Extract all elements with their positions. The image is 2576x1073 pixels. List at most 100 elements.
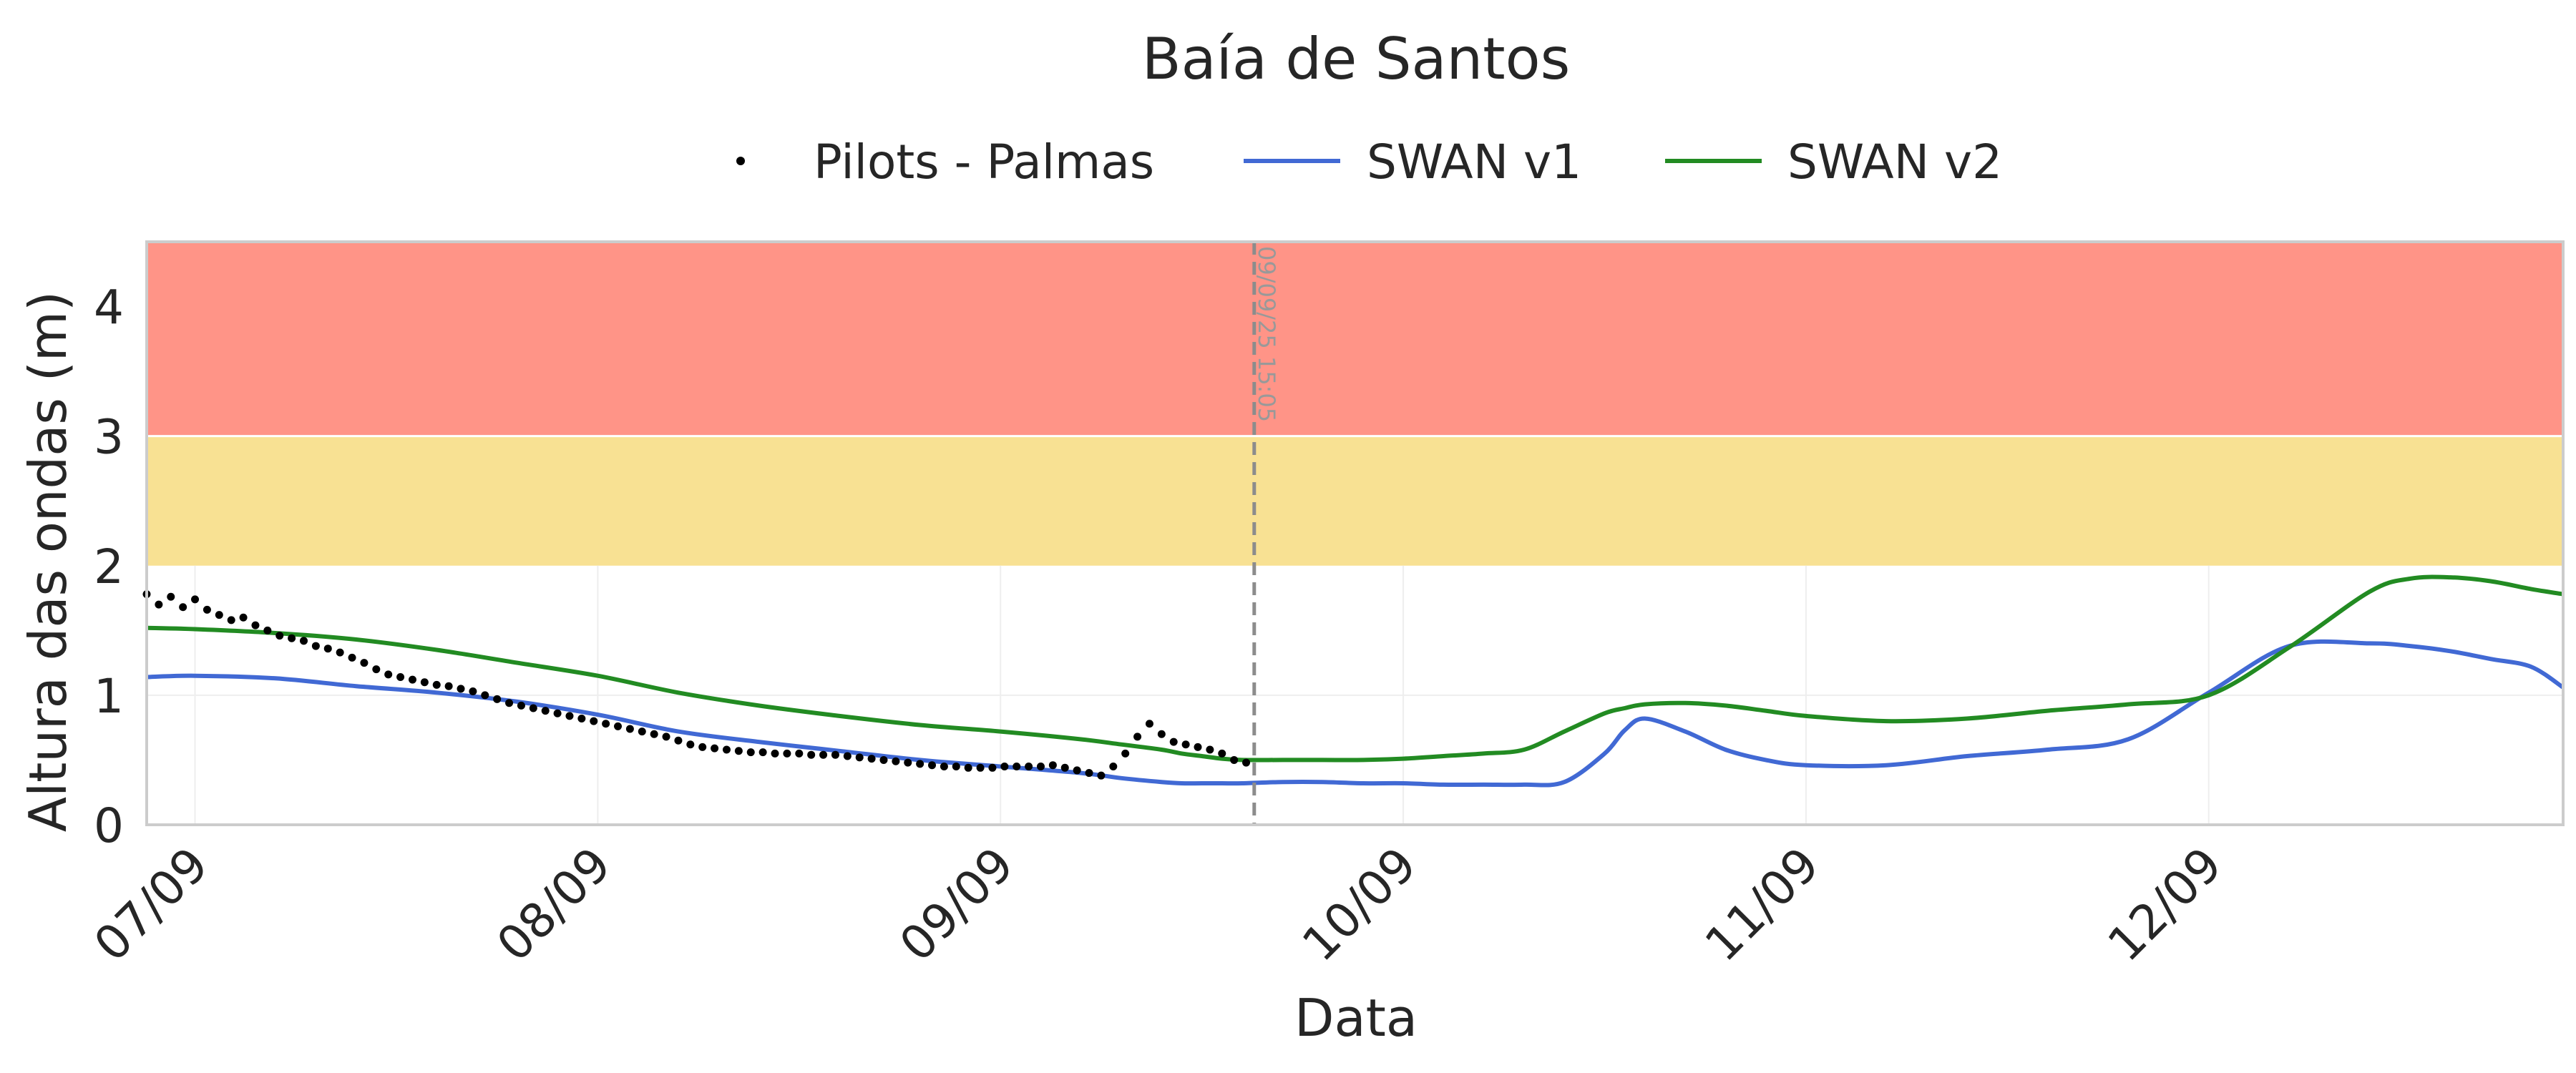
legend-item-swan-v1: SWAN v1 bbox=[1244, 134, 1581, 190]
data-point bbox=[1109, 763, 1118, 770]
data-point bbox=[819, 750, 828, 759]
data-point bbox=[179, 603, 187, 612]
data-point bbox=[529, 704, 537, 712]
data-point bbox=[167, 592, 175, 601]
data-point bbox=[215, 611, 223, 619]
data-point bbox=[263, 626, 272, 635]
data-point bbox=[722, 745, 731, 754]
data-point bbox=[1013, 763, 1021, 770]
data-point bbox=[758, 748, 767, 757]
data-point bbox=[311, 642, 320, 650]
data-point bbox=[227, 616, 235, 624]
data-point bbox=[928, 761, 937, 770]
data-point bbox=[1242, 758, 1251, 767]
data-point bbox=[408, 675, 416, 684]
data-point bbox=[674, 736, 683, 745]
data-point bbox=[396, 673, 405, 682]
plot-area: 09/09/25 15:05 bbox=[142, 240, 2565, 826]
data-point bbox=[614, 722, 623, 730]
data-point bbox=[360, 659, 369, 667]
data-point bbox=[1181, 740, 1190, 749]
threshold-band-0 bbox=[147, 436, 2563, 566]
data-point bbox=[191, 595, 200, 604]
legend-swatch bbox=[736, 157, 745, 165]
x-tick-label: 12/09 bbox=[2097, 837, 2233, 972]
x-tick-label: 11/09 bbox=[1694, 837, 1830, 972]
y-tick-label: 3 bbox=[94, 410, 124, 465]
legend-item-pilots-palmas: Pilots - Palmas bbox=[736, 134, 1154, 190]
data-point bbox=[577, 714, 586, 722]
data-point bbox=[553, 709, 562, 717]
data-point bbox=[203, 605, 211, 614]
data-point bbox=[372, 665, 381, 674]
data-point bbox=[348, 653, 356, 662]
data-point bbox=[843, 752, 852, 760]
y-tick-label: 1 bbox=[94, 669, 124, 724]
data-point bbox=[155, 600, 163, 609]
data-point bbox=[734, 747, 743, 755]
data-point bbox=[505, 699, 514, 707]
data-point bbox=[1097, 771, 1106, 780]
legend-label: Pilots - Palmas bbox=[814, 134, 1154, 190]
data-point bbox=[916, 760, 924, 768]
data-point bbox=[686, 740, 695, 749]
series-line-swan-v1 bbox=[146, 639, 2565, 788]
data-point bbox=[1000, 763, 1009, 770]
threshold-band-1 bbox=[147, 242, 2563, 436]
data-point bbox=[892, 757, 900, 765]
data-point bbox=[1133, 733, 1142, 741]
data-point bbox=[541, 707, 550, 715]
data-point bbox=[698, 743, 707, 751]
data-point bbox=[831, 750, 839, 759]
data-point bbox=[336, 648, 344, 657]
data-point bbox=[746, 748, 755, 757]
data-point bbox=[988, 763, 997, 772]
data-point bbox=[457, 685, 465, 693]
data-point bbox=[1157, 730, 1166, 738]
plot-frame bbox=[145, 240, 2565, 826]
y-tick-label: 0 bbox=[94, 798, 124, 853]
legend-label: SWAN v2 bbox=[1787, 134, 2002, 190]
x-axis-label: Data bbox=[1294, 988, 1418, 1048]
x-tick-label: 08/09 bbox=[487, 837, 622, 972]
data-point bbox=[964, 763, 972, 772]
data-point bbox=[1145, 720, 1153, 728]
chart-title: Baía de Santos bbox=[1142, 26, 1571, 92]
data-point bbox=[300, 637, 308, 645]
data-point bbox=[807, 750, 816, 759]
data-point bbox=[795, 749, 804, 758]
data-point bbox=[1194, 743, 1202, 751]
data-point bbox=[275, 632, 284, 640]
data-point bbox=[650, 730, 658, 738]
data-point bbox=[1025, 763, 1033, 770]
reference-line-label: 09/09/25 15:05 bbox=[1253, 246, 1280, 422]
data-point bbox=[1036, 763, 1045, 770]
data-point bbox=[481, 691, 489, 700]
data-point bbox=[251, 621, 260, 629]
x-tick-label: 10/09 bbox=[1292, 837, 1427, 972]
data-point bbox=[625, 725, 634, 733]
data-point bbox=[855, 753, 864, 762]
data-point bbox=[590, 717, 598, 725]
data-point bbox=[1085, 769, 1093, 778]
data-point bbox=[239, 613, 248, 622]
data-point bbox=[940, 763, 948, 770]
data-point bbox=[1206, 745, 1214, 754]
data-point bbox=[565, 712, 574, 720]
data-point bbox=[323, 645, 332, 653]
data-point bbox=[1230, 755, 1239, 764]
data-point bbox=[384, 670, 393, 679]
y-tick-label: 4 bbox=[94, 280, 124, 335]
legend-label: SWAN v1 bbox=[1367, 134, 1581, 190]
y-axis-ticks: 0 1 2 3 4 bbox=[94, 280, 124, 853]
data-point bbox=[771, 749, 779, 758]
data-point bbox=[1121, 749, 1130, 758]
data-point bbox=[602, 720, 610, 728]
data-point bbox=[904, 758, 912, 767]
data-point bbox=[638, 727, 646, 736]
data-point bbox=[432, 680, 441, 689]
data-point bbox=[288, 634, 296, 642]
data-point bbox=[662, 733, 670, 741]
x-tick-label: 07/09 bbox=[84, 837, 219, 972]
